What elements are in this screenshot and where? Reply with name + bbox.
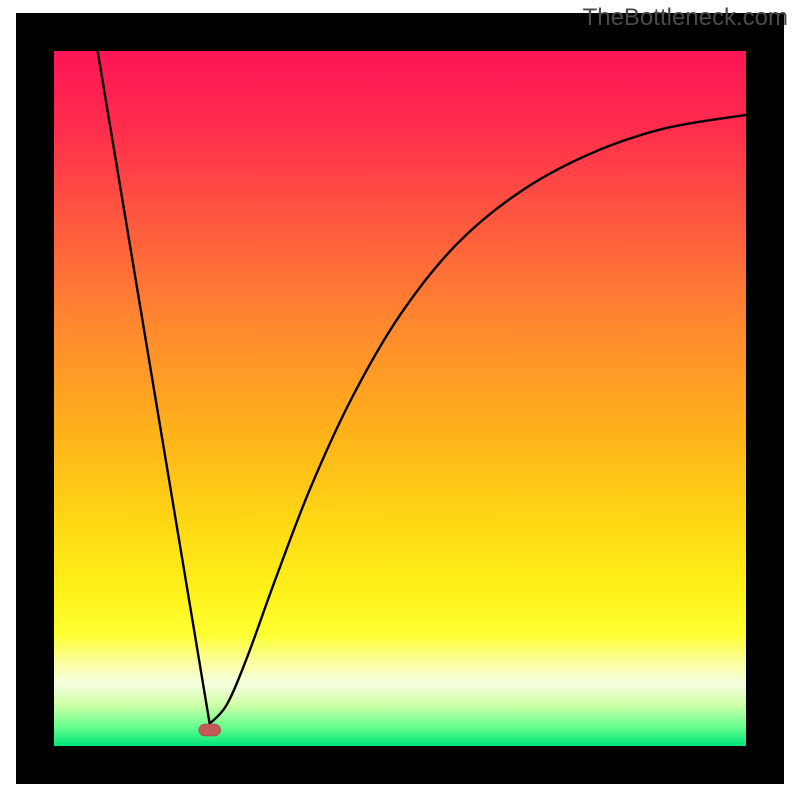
minimum-marker bbox=[199, 724, 221, 736]
watermark-text: TheBottleneck.com bbox=[583, 4, 788, 32]
gradient-background bbox=[54, 51, 746, 746]
chart-container: TheBottleneck.com bbox=[0, 0, 800, 800]
chart-svg bbox=[0, 0, 800, 800]
